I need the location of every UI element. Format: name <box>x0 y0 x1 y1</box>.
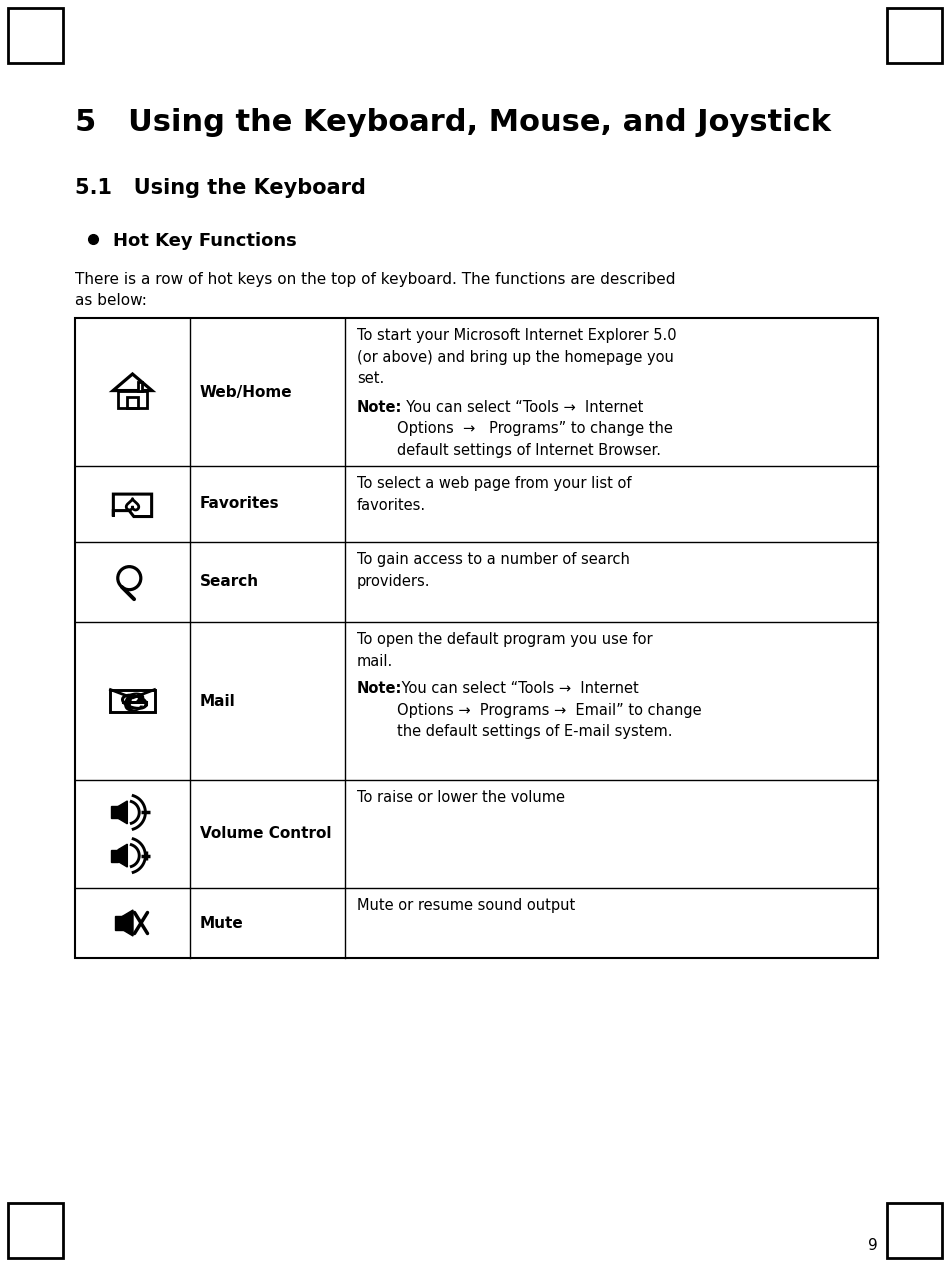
Text: Favorites: Favorites <box>200 496 279 511</box>
Text: 9: 9 <box>868 1238 878 1253</box>
Text: You can select “Tools →  Internet
Options →  Programs →  Email” to change
the de: You can select “Tools → Internet Options… <box>397 681 702 739</box>
Text: e: e <box>123 685 146 719</box>
Polygon shape <box>111 849 118 862</box>
Text: To select a web page from your list of
favorites.: To select a web page from your list of f… <box>357 476 632 513</box>
Text: To raise or lower the volume: To raise or lower the volume <box>357 790 565 805</box>
Text: Note:: Note: <box>357 400 403 415</box>
Text: To gain access to a number of search
providers.: To gain access to a number of search pro… <box>357 552 630 589</box>
Bar <box>110 690 155 713</box>
Polygon shape <box>118 844 127 867</box>
Text: Note:: Note: <box>357 681 403 696</box>
Text: There is a row of hot keys on the top of keyboard. The functions are described
a: There is a row of hot keys on the top of… <box>75 272 675 308</box>
Bar <box>8 1203 63 1258</box>
Bar <box>75 318 878 958</box>
Text: 5.1   Using the Keyboard: 5.1 Using the Keyboard <box>75 179 366 197</box>
Bar <box>887 8 942 63</box>
Text: 5   Using the Keyboard, Mouse, and Joystick: 5 Using the Keyboard, Mouse, and Joystic… <box>75 108 831 137</box>
Text: Hot Key Functions: Hot Key Functions <box>113 232 296 249</box>
Text: Web/Home: Web/Home <box>200 385 293 400</box>
Text: Volume Control: Volume Control <box>200 827 332 842</box>
Bar <box>138 382 142 390</box>
Bar <box>887 1203 942 1258</box>
Text: To start your Microsoft Internet Explorer 5.0
(or above) and bring up the homepa: To start your Microsoft Internet Explore… <box>357 328 676 386</box>
Bar <box>118 390 147 408</box>
Bar <box>127 398 138 408</box>
Text: Mail: Mail <box>200 694 236 709</box>
Text: You can select “Tools →  Internet
Options  →   Programs” to change the
default s: You can select “Tools → Internet Options… <box>397 400 673 458</box>
Polygon shape <box>111 806 118 818</box>
Polygon shape <box>115 917 123 929</box>
Polygon shape <box>123 910 133 936</box>
Text: To open the default program you use for
mail.: To open the default program you use for … <box>357 632 653 668</box>
Bar <box>8 8 63 63</box>
Text: Mute: Mute <box>200 915 244 931</box>
Text: Mute or resume sound output: Mute or resume sound output <box>357 898 576 913</box>
Polygon shape <box>118 801 127 824</box>
Text: Search: Search <box>200 575 259 590</box>
